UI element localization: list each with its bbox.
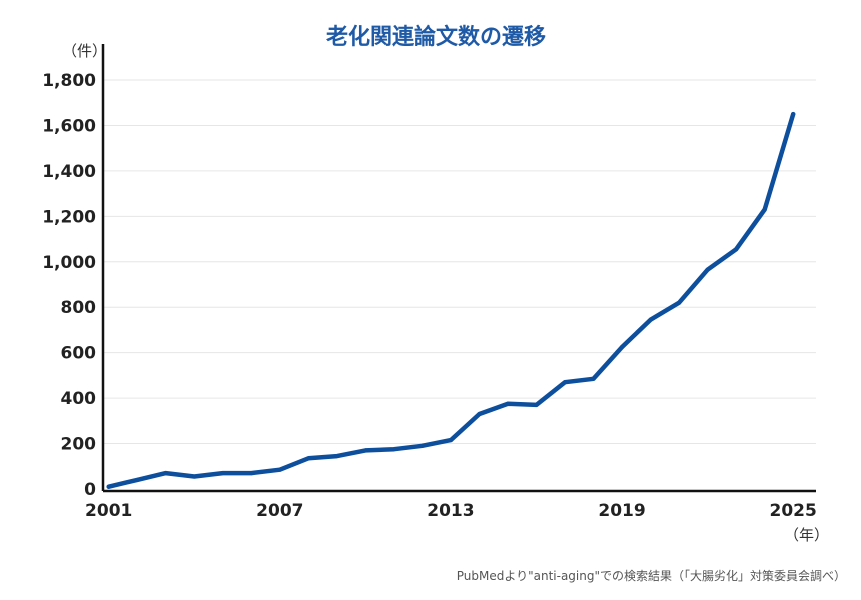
data-point [505,401,510,406]
data-point [277,467,282,472]
data-point [563,380,568,385]
chart-title: 老化関連論文数の遷移 [325,24,546,50]
x-tick-label: 2019 [598,501,645,521]
data-point [705,267,710,272]
data-point [106,484,111,489]
data-point [220,471,225,476]
x-tick-label: 2013 [427,501,474,521]
x-axis-ticks: 2001 2007 2013 2019 2025 [85,501,817,521]
data-point [249,471,254,476]
data-point [648,317,653,322]
y-axis-ticks: 0 200 400 600 800 1,000 1,200 1,400 1,600 1,800 [42,71,96,500]
y-tick-label: 0 [84,480,96,500]
data-point [677,300,682,305]
x-axis-unit: （年） [784,526,829,544]
data-point [363,448,368,453]
y-tick-label: 400 [61,389,97,409]
data-point [334,454,339,459]
data-point [135,477,140,482]
data-points [106,112,796,489]
y-tick-label: 1,800 [42,71,96,91]
x-tick-label: 2007 [256,501,303,521]
y-tick-label: 800 [61,298,97,318]
data-point [734,247,739,252]
data-point [192,474,197,479]
y-tick-label: 200 [61,435,97,455]
data-point [791,112,796,117]
data-point [591,376,596,381]
data-point [448,438,453,443]
gridlines [103,79,816,445]
data-point [163,471,168,476]
y-axis-unit: （件） [62,42,107,60]
data-point [762,207,767,212]
y-tick-label: 1,200 [42,207,96,227]
data-point [420,443,425,448]
data-point [620,344,625,349]
data-point [534,402,539,407]
y-tick-label: 600 [61,344,97,364]
y-tick-label: 1,400 [42,162,96,182]
y-tick-label: 1,000 [42,253,96,273]
data-point [391,447,396,452]
source-note: PubMedより"anti-aging"での検索結果（「大腸劣化」対策委員会調べ… [457,569,846,583]
data-point [477,412,482,417]
series-line [106,111,796,489]
x-tick-label: 2001 [85,501,132,521]
x-tick-label: 2025 [770,501,817,521]
y-tick-label: 1,600 [42,116,96,136]
data-point [306,456,311,461]
